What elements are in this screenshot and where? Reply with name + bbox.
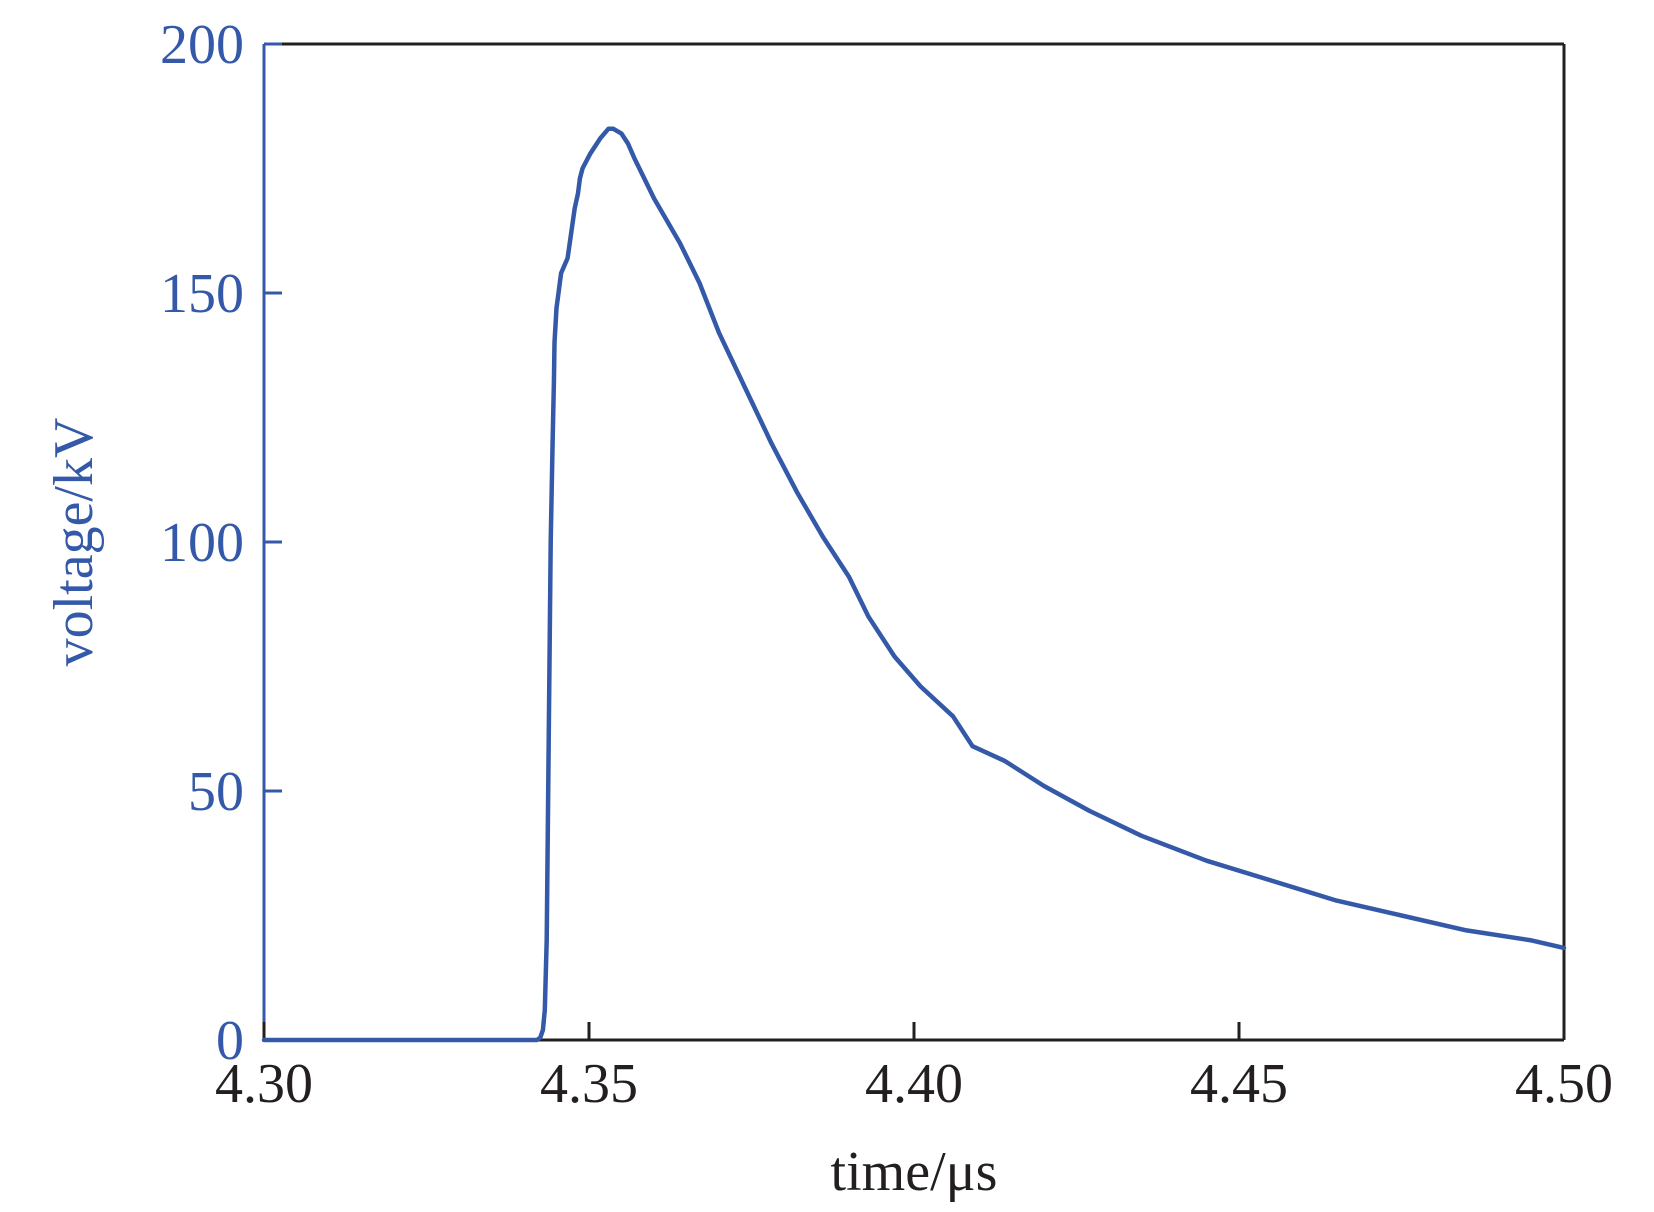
x-axis-ticks: 4.30 4.35 4.40 4.45 4.50 [215, 1022, 1613, 1115]
x-tick-label: 4.35 [540, 1053, 638, 1115]
plot-frame [262, 42, 1566, 1042]
voltage-series-line [261, 126, 1567, 1043]
y-axis-label: voltage/kV [43, 418, 105, 667]
x-tick-label: 4.30 [215, 1053, 313, 1115]
y-tick-label: 50 [188, 761, 244, 823]
x-tick-label: 4.45 [1190, 1053, 1288, 1115]
y-tick-label: 150 [160, 263, 244, 325]
y-tick-label: 200 [160, 14, 244, 76]
x-tick-label: 4.40 [865, 1053, 963, 1115]
y-tick-label: 100 [160, 512, 244, 574]
x-tick-label: 4.50 [1515, 1053, 1613, 1115]
y-tick-label: 0 [216, 1010, 244, 1072]
x-axis-label: time/μs [831, 1141, 998, 1203]
